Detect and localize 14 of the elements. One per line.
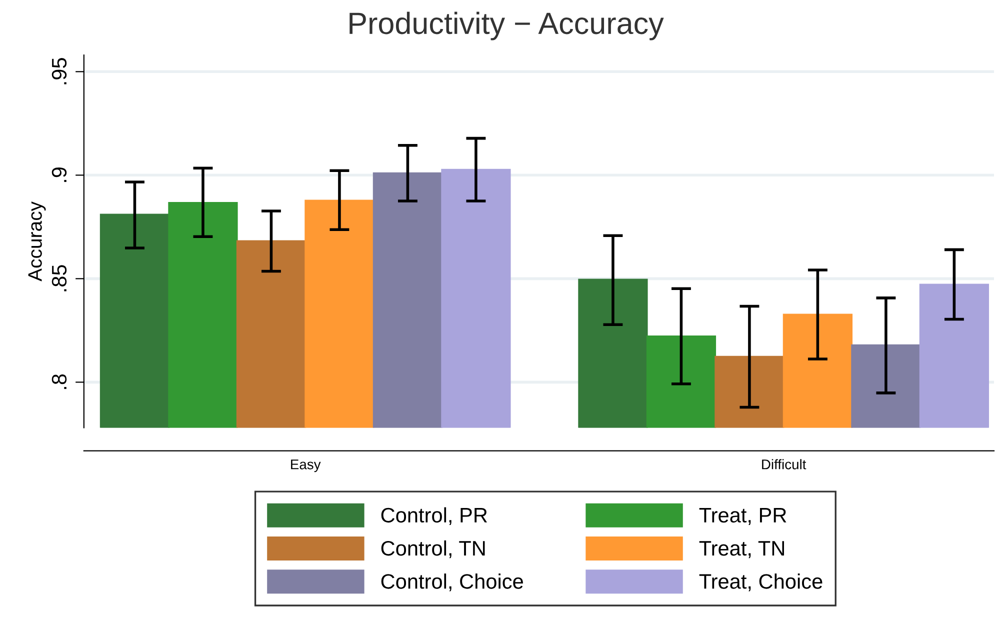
y-tick-label: .8 <box>52 374 67 389</box>
x-tick-label: Difficult <box>762 459 806 470</box>
legend-label: Control, PR <box>381 507 487 526</box>
chart-title: Productivity − Accuracy <box>350 12 664 40</box>
y-tick-label: .85 <box>52 265 67 292</box>
legend-label: Treat, Choice <box>699 574 822 592</box>
x-tick-label: Easy <box>291 460 321 472</box>
y-tick-label: .95 <box>52 58 67 84</box>
legend-label: Control, TN <box>381 540 485 558</box>
legend-label: Control, Choice <box>381 574 523 592</box>
legend-label: Treat, TN <box>699 541 784 558</box>
y-tick-label: .9 <box>52 167 67 182</box>
y-axis-title: Accuracy <box>28 201 46 282</box>
legend-label: Treat, PR <box>699 508 786 526</box>
